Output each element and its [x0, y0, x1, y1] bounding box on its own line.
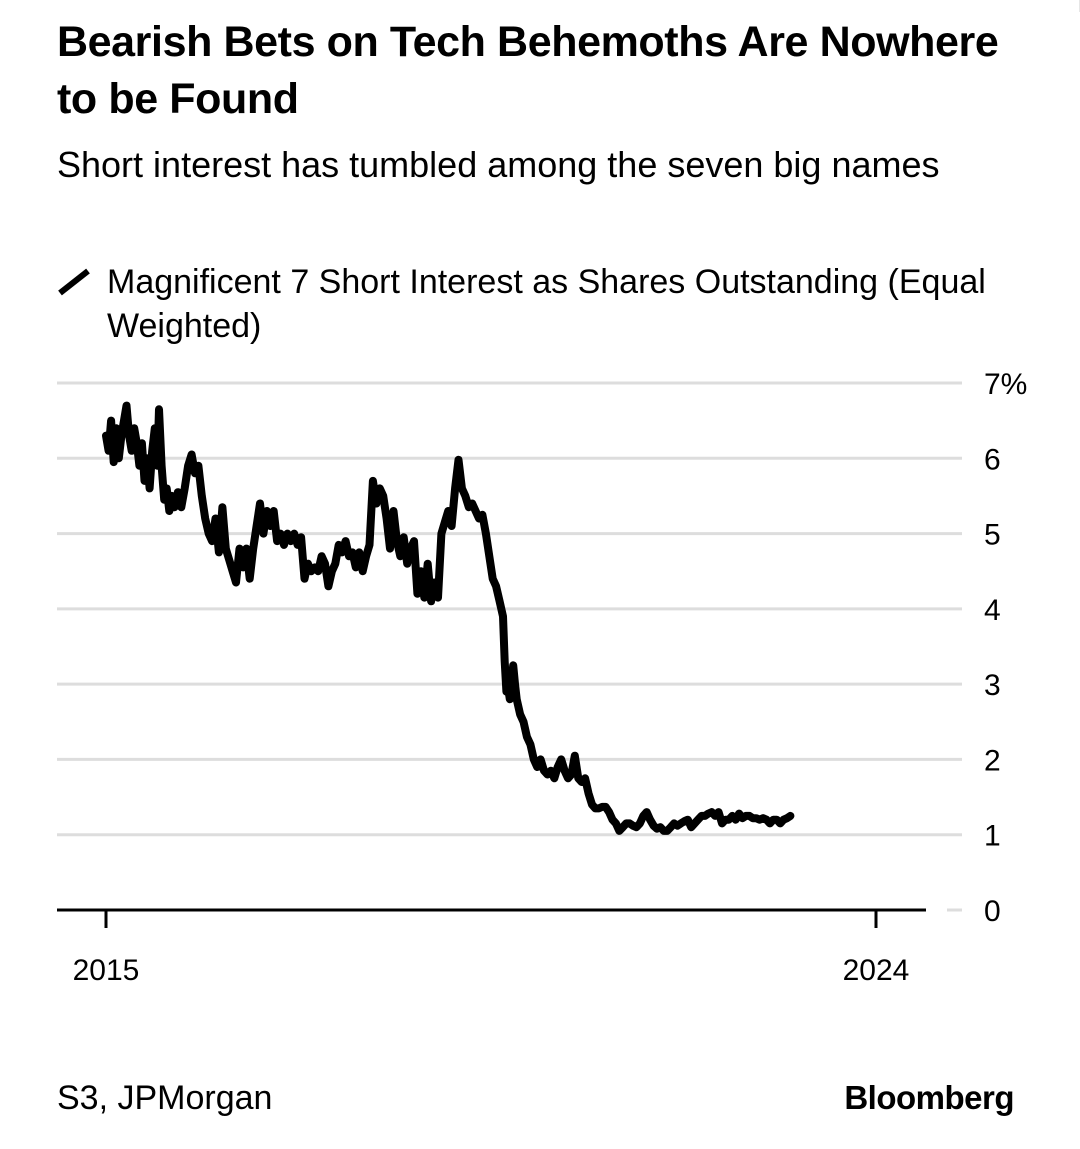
brand-logo: Bloomberg: [844, 1079, 1014, 1116]
series-line-0: [102, 401, 795, 835]
y-tick-label: 1: [984, 820, 1001, 853]
chart-title: Bearish Bets on Tech Behemoths Are Nowhe…: [57, 18, 999, 123]
legend-label: Magnificent 7 Short Interest as Shares O…: [107, 263, 986, 345]
y-tick-label: 4: [984, 594, 1001, 627]
line-chart: 0 1 2 3 4 5 6 7% 2015 2024: [57, 368, 1027, 987]
y-tick-label: 3: [984, 669, 1001, 702]
x-axis: [57, 908, 926, 928]
x-tick-label: 2015: [73, 954, 140, 987]
y-tick-label: 0: [984, 895, 1001, 928]
x-axis-tick-labels: 2015 2024: [73, 954, 910, 987]
x-tick-label: 2024: [843, 954, 910, 987]
y-tick-label: 5: [984, 519, 1001, 552]
y-tick-label: 6: [984, 443, 1001, 476]
source-note: S3, JPMorgan: [57, 1079, 273, 1117]
y-tick-label: 7%: [984, 368, 1027, 401]
legend-line-icon: [58, 268, 90, 296]
y-axis-tick-labels: 0 1 2 3 4 5 6 7%: [984, 368, 1027, 928]
y-tick-label: 2: [984, 744, 1001, 777]
series-lines: [102, 401, 795, 835]
chart-subtitle: Short interest has tumbled among the sev…: [57, 144, 940, 185]
